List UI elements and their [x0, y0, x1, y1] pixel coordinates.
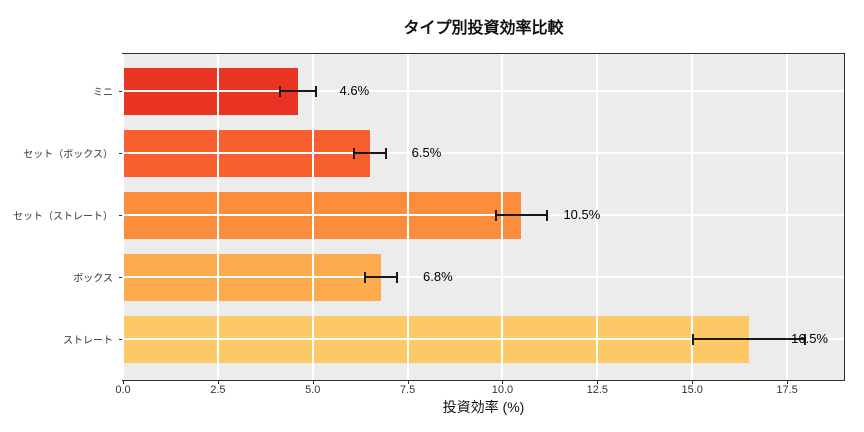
error-bar-cap-left	[494, 209, 497, 221]
x-axis-label: 投資効率 (%)	[442, 399, 525, 415]
x-tick-mark	[123, 380, 124, 384]
gridline-vertical	[311, 54, 314, 380]
value-label: 6.8%	[423, 269, 453, 284]
error-bar-cap-left	[363, 271, 366, 283]
y-tick-label: ミニ	[93, 87, 113, 99]
value-label: 16.5%	[791, 331, 828, 346]
gridline-vertical	[216, 54, 219, 380]
error-bar-cap-left	[692, 333, 695, 345]
gridline-horizontal	[123, 276, 844, 278]
x-tick-label: 0.0	[115, 384, 131, 396]
error-bar-cap-right	[804, 333, 807, 345]
gridline-vertical	[122, 54, 124, 380]
gridline-horizontal	[123, 152, 844, 154]
y-tick-mark	[119, 277, 123, 278]
error-bar-cap-right	[396, 271, 399, 283]
x-tick-mark	[407, 380, 409, 384]
error-bar	[278, 85, 317, 97]
x-tick-label: 5.0	[305, 384, 321, 396]
x-tick-label: 10.0	[491, 384, 514, 396]
y-tick-label: ボックス	[73, 273, 113, 285]
x-tick-label: 7.5	[399, 384, 416, 396]
x-tick-label: 15.0	[681, 384, 703, 396]
x-tick-mark	[692, 380, 694, 384]
gridline-horizontal	[123, 338, 844, 340]
y-tick-label: セット（ストレート）	[13, 211, 113, 223]
error-bar-cap-right	[314, 85, 317, 97]
error-bar-cap-right	[546, 209, 548, 221]
y-tick-label: セット（ボックス）	[23, 149, 113, 161]
gridline-vertical	[501, 54, 504, 380]
y-tick-label: ストレート	[63, 335, 113, 347]
error-bar	[352, 147, 387, 159]
y-tick-mark	[119, 215, 123, 216]
error-bar	[692, 333, 807, 345]
error-bar-cap-left	[278, 85, 281, 97]
error-bar-cap-left	[352, 147, 355, 159]
gridline-vertical	[406, 54, 409, 380]
gridline-horizontal	[123, 90, 844, 92]
plot-area: 4.6% 6.5% 10.5% 6.8% 16.5% ミニセット（ボックス） セット（ストレ…	[13, 53, 845, 396]
error-bar	[363, 271, 399, 283]
x-tick-label: 17.5	[776, 384, 798, 396]
x-tick-label: 2.5	[210, 384, 226, 396]
gridline-vertical	[786, 54, 789, 380]
x-tick-mark	[597, 380, 599, 384]
x-tick-mark	[312, 380, 314, 384]
x-tick-label: 12.5	[586, 384, 609, 396]
error-bar-cap-right	[384, 147, 387, 159]
x-tick-mark	[502, 380, 504, 384]
value-label: 6.5%	[411, 145, 442, 160]
gridline-horizontal	[123, 214, 844, 216]
chart-title: タイプ別投資効率比較	[403, 20, 564, 37]
x-tick-mark	[217, 380, 219, 384]
error-bar	[494, 209, 548, 221]
x-tick-mark	[787, 380, 789, 384]
gridline-vertical	[596, 54, 599, 380]
value-label: 10.5%	[563, 207, 601, 222]
gridline-vertical	[691, 54, 694, 380]
value-label: 4.6%	[339, 83, 370, 98]
y-tick-mark	[119, 339, 123, 340]
y-tick-mark	[119, 153, 123, 154]
y-tick-mark	[119, 91, 123, 92]
